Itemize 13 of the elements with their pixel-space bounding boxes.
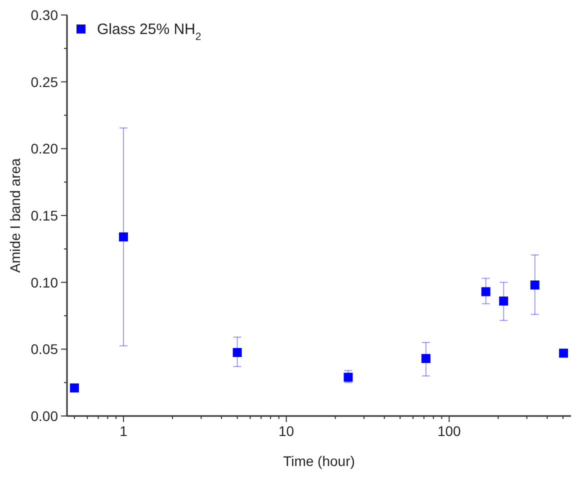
y-tick-label: 0.00	[30, 408, 58, 424]
x-tick-label: 100	[437, 423, 462, 439]
legend-label: Glass 25% NH$_{2}$	[97, 21, 202, 43]
y-tick-label: 0.20	[30, 140, 58, 157]
x-axis-title: Time (hour)	[283, 453, 355, 469]
y-tick-label: 0.10	[30, 274, 58, 290]
x-tick-label: 1	[120, 423, 128, 439]
x-tick-label: 10	[278, 423, 294, 439]
y-tick-label: 0.25	[30, 74, 58, 90]
y-axis-title: Amide I band area	[7, 158, 23, 273]
y-tick-label: 0.15	[30, 208, 58, 224]
y-tick-label: 0.30	[30, 7, 58, 23]
y-tick-label: 0.05	[30, 341, 58, 358]
